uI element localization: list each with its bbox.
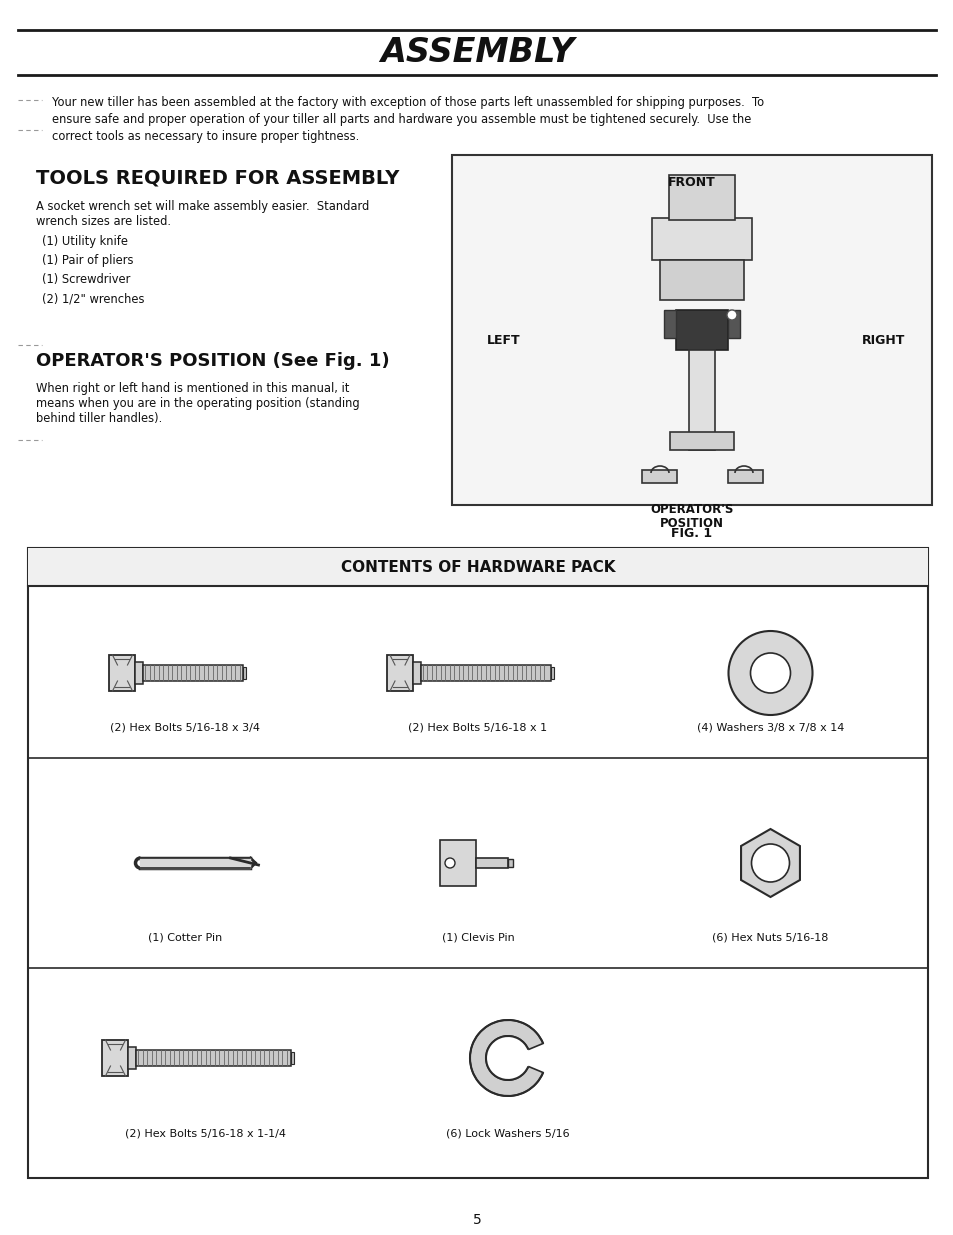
FancyBboxPatch shape bbox=[651, 219, 751, 261]
Text: CONTENTS OF HARDWARE PACK: CONTENTS OF HARDWARE PACK bbox=[340, 559, 615, 574]
FancyBboxPatch shape bbox=[688, 350, 714, 450]
Text: When right or left hand is mentioned in this manual, it: When right or left hand is mentioned in … bbox=[36, 382, 349, 395]
Text: (1) Clevis Pin: (1) Clevis Pin bbox=[441, 932, 514, 944]
FancyBboxPatch shape bbox=[476, 858, 507, 868]
Text: (6) Hex Nuts 5/16-18: (6) Hex Nuts 5/16-18 bbox=[712, 932, 828, 944]
FancyBboxPatch shape bbox=[551, 667, 554, 679]
Text: (2) Hex Bolts 5/16-18 x 1-1/4: (2) Hex Bolts 5/16-18 x 1-1/4 bbox=[125, 1128, 286, 1137]
FancyBboxPatch shape bbox=[420, 664, 551, 680]
Text: (4) Washers 3/8 x 7/8 x 14: (4) Washers 3/8 x 7/8 x 14 bbox=[696, 722, 843, 734]
Circle shape bbox=[726, 310, 737, 320]
Text: FRONT: FRONT bbox=[667, 177, 715, 189]
Bar bbox=[28, 548, 927, 1178]
FancyBboxPatch shape bbox=[243, 667, 246, 679]
Text: means when you are in the operating position (standing: means when you are in the operating posi… bbox=[36, 396, 359, 410]
Text: (6) Lock Washers 5/16: (6) Lock Washers 5/16 bbox=[446, 1128, 569, 1137]
FancyBboxPatch shape bbox=[387, 655, 413, 692]
Text: (1) Screwdriver: (1) Screwdriver bbox=[42, 273, 131, 287]
Text: 5: 5 bbox=[472, 1213, 481, 1228]
FancyBboxPatch shape bbox=[143, 664, 243, 680]
Text: OPERATOR'S: OPERATOR'S bbox=[650, 503, 733, 516]
Text: (1) Pair of pliers: (1) Pair of pliers bbox=[42, 254, 133, 267]
FancyBboxPatch shape bbox=[669, 432, 733, 450]
FancyBboxPatch shape bbox=[110, 655, 135, 692]
Text: (2) 1/2" wrenches: (2) 1/2" wrenches bbox=[42, 291, 144, 305]
Text: RIGHT: RIGHT bbox=[862, 333, 904, 347]
Bar bbox=[452, 156, 931, 505]
Circle shape bbox=[751, 844, 789, 882]
FancyBboxPatch shape bbox=[129, 1047, 136, 1070]
Text: ensure safe and proper operation of your tiller all parts and hardware you assem: ensure safe and proper operation of your… bbox=[52, 112, 751, 126]
Circle shape bbox=[728, 631, 812, 715]
FancyBboxPatch shape bbox=[439, 840, 476, 885]
Text: A socket wrench set will make assembly easier.  Standard: A socket wrench set will make assembly e… bbox=[36, 200, 369, 212]
Text: wrench sizes are listed.: wrench sizes are listed. bbox=[36, 215, 171, 228]
Text: (1) Cotter Pin: (1) Cotter Pin bbox=[149, 932, 222, 944]
Text: correct tools as necessary to insure proper tightness.: correct tools as necessary to insure pro… bbox=[52, 130, 359, 143]
Text: FIG. 1: FIG. 1 bbox=[671, 527, 712, 540]
FancyBboxPatch shape bbox=[136, 1050, 292, 1066]
Bar bbox=[28, 548, 927, 585]
FancyBboxPatch shape bbox=[663, 310, 676, 338]
Text: TOOLS REQUIRED FOR ASSEMBLY: TOOLS REQUIRED FOR ASSEMBLY bbox=[36, 168, 399, 186]
FancyBboxPatch shape bbox=[668, 175, 734, 220]
Circle shape bbox=[750, 653, 790, 693]
Text: ASSEMBLY: ASSEMBLY bbox=[379, 37, 574, 69]
FancyBboxPatch shape bbox=[507, 860, 513, 867]
Circle shape bbox=[485, 1036, 530, 1079]
Text: POSITION: POSITION bbox=[659, 517, 723, 530]
FancyBboxPatch shape bbox=[727, 471, 762, 483]
FancyBboxPatch shape bbox=[676, 310, 727, 350]
Text: Your new tiller has been assembled at the factory with exception of those parts : Your new tiller has been assembled at th… bbox=[52, 96, 763, 109]
Circle shape bbox=[444, 858, 455, 868]
FancyBboxPatch shape bbox=[727, 310, 740, 338]
Text: (2) Hex Bolts 5/16-18 x 3/4: (2) Hex Bolts 5/16-18 x 3/4 bbox=[111, 722, 260, 734]
FancyBboxPatch shape bbox=[292, 1052, 294, 1065]
Text: OPERATOR'S POSITION (See Fig. 1): OPERATOR'S POSITION (See Fig. 1) bbox=[36, 352, 389, 370]
Text: LEFT: LEFT bbox=[487, 333, 520, 347]
FancyBboxPatch shape bbox=[641, 471, 677, 483]
Polygon shape bbox=[740, 829, 800, 897]
FancyBboxPatch shape bbox=[135, 662, 143, 684]
Text: behind tiller handles).: behind tiller handles). bbox=[36, 412, 162, 425]
Text: (1) Utility knife: (1) Utility knife bbox=[42, 235, 128, 248]
FancyBboxPatch shape bbox=[413, 662, 420, 684]
FancyBboxPatch shape bbox=[102, 1040, 129, 1076]
FancyBboxPatch shape bbox=[659, 261, 743, 300]
Text: (2) Hex Bolts 5/16-18 x 1: (2) Hex Bolts 5/16-18 x 1 bbox=[408, 722, 547, 734]
Polygon shape bbox=[470, 1020, 542, 1095]
